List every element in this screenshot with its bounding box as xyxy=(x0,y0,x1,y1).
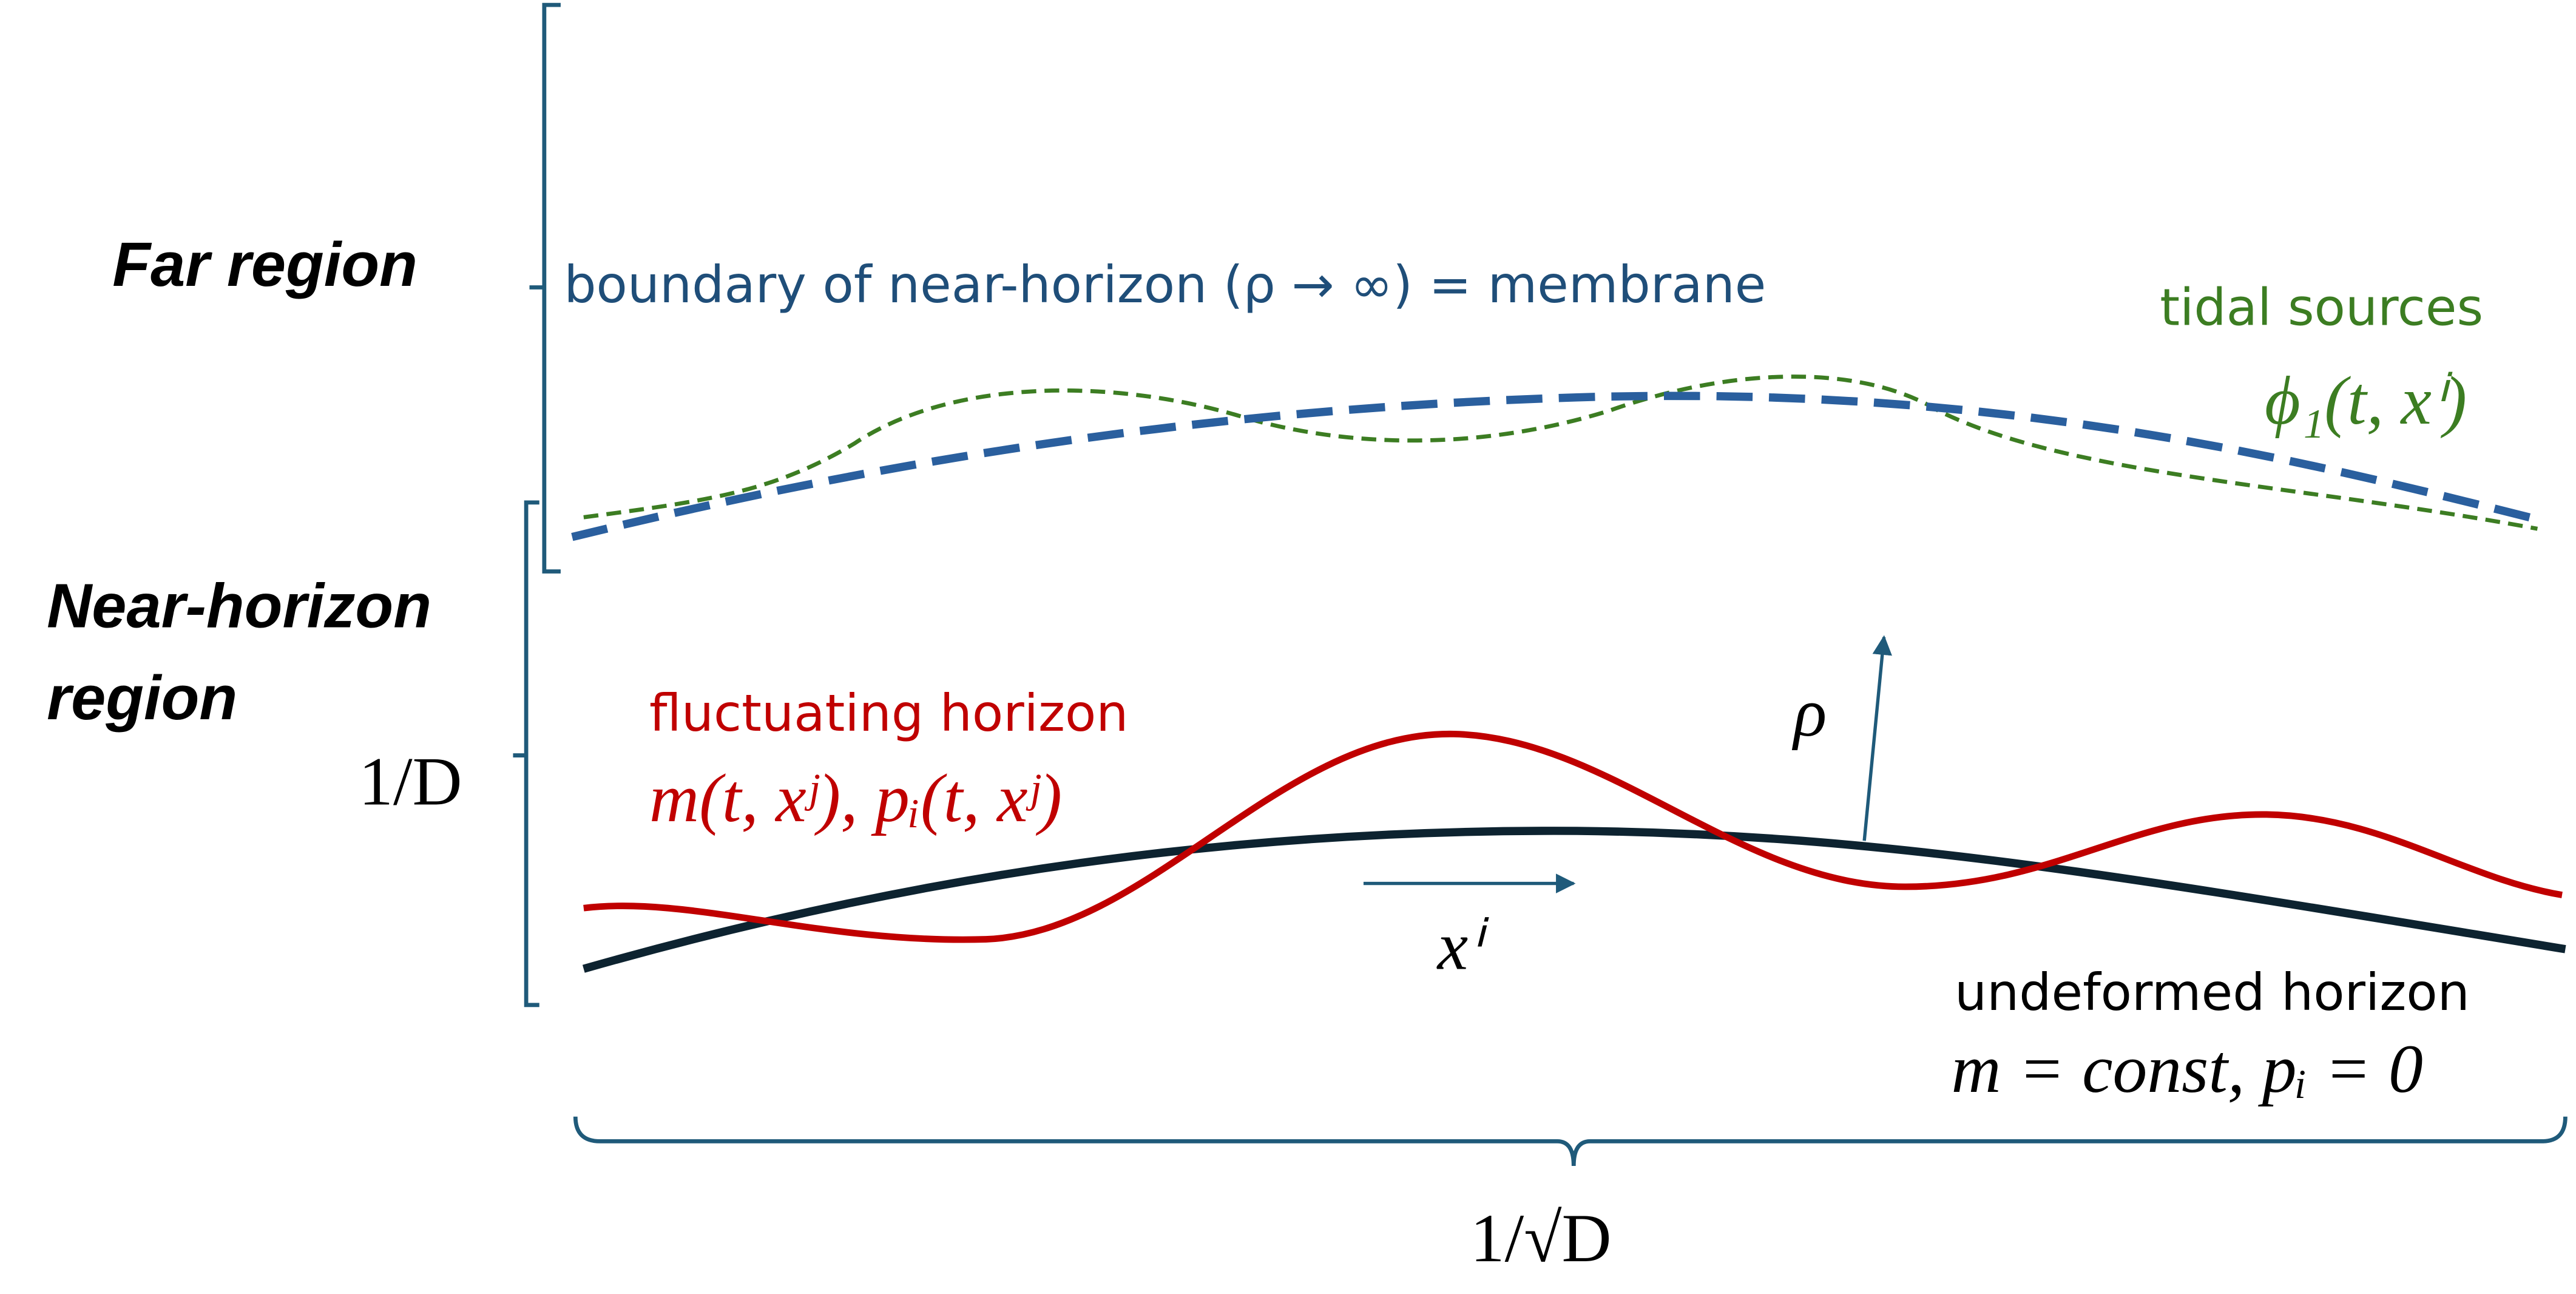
tidal-label: tidal sources xyxy=(2160,278,2483,337)
undeformed-formula: m = const, pᵢ = 0 xyxy=(1952,1031,2423,1107)
transverse-scale: 1/√D xyxy=(1470,1200,1612,1276)
fluctuating-horizon-curve xyxy=(583,730,2563,943)
membrane-curve xyxy=(571,391,2544,541)
x-label: xⁱ xyxy=(1436,907,1489,984)
transverse-brace xyxy=(573,1116,2568,1167)
near-region-label: region xyxy=(47,663,237,733)
radial-scale: 1/D xyxy=(359,744,462,820)
near-region-label: Near-horizon xyxy=(47,571,431,641)
fluctuating-label: fluctuating horizon xyxy=(649,683,1128,743)
membrane-label: boundary of near-horizon (ρ → ∞) = membr… xyxy=(564,255,1766,314)
near-region-bracket xyxy=(513,500,539,1008)
far-region-label: Far region xyxy=(112,229,418,299)
undeformed-label: undeformed horizon xyxy=(1955,963,2470,1022)
tidal-formula: ϕ₁(t, xⁱ) xyxy=(2265,362,2467,439)
far-region-bracket xyxy=(529,2,561,574)
rho-arrow xyxy=(1862,635,1892,841)
tidal-sources-curve xyxy=(583,374,2538,531)
undeformed-horizon-curve xyxy=(582,827,2566,973)
fluctuating-formula: m(t, xʲ), pᵢ(t, xʲ) xyxy=(649,760,1062,836)
rho-label: ρ xyxy=(1792,674,1827,751)
